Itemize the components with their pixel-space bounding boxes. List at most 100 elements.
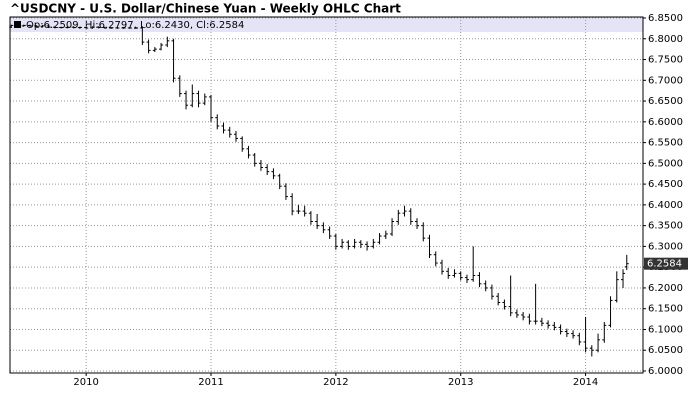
ohlc-bar bbox=[383, 230, 388, 239]
plot-frame bbox=[9, 16, 644, 374]
ohlc-bar bbox=[65, 26, 70, 29]
ohlc-bar bbox=[564, 328, 569, 337]
ohlc-bar bbox=[471, 246, 476, 282]
ohlc-bar bbox=[296, 204, 301, 215]
ohlc-bar bbox=[258, 160, 263, 171]
ohlc-bar bbox=[308, 211, 313, 225]
ohlc-bar bbox=[71, 26, 76, 29]
ohlc-bar bbox=[408, 208, 413, 225]
ohlc-bar bbox=[302, 205, 307, 217]
ohlc-bar bbox=[577, 332, 582, 346]
ohlc-bar bbox=[96, 26, 101, 29]
ohlc-bar bbox=[327, 226, 332, 239]
ohlc-bar bbox=[34, 25, 39, 28]
header-ohlc: Op:6.2509, Hi:6.2797, Lo:6.2430, Cl:6.25… bbox=[26, 20, 244, 31]
ohlc-bar bbox=[190, 84, 195, 108]
ohlc-bar bbox=[539, 317, 544, 327]
chart-title: ^USDCNY - U.S. Dollar/Chinese Yuan - Wee… bbox=[10, 2, 401, 16]
ohlc-bar bbox=[402, 205, 407, 217]
ohlc-bar bbox=[265, 164, 270, 175]
ohlc-bar bbox=[146, 39, 151, 54]
ohlc-bar bbox=[227, 126, 232, 138]
ohlc-bar bbox=[77, 26, 82, 29]
x-tick-label: 2013 bbox=[448, 377, 473, 388]
ohlc-bar bbox=[140, 26, 145, 45]
ohlc-bar bbox=[421, 222, 426, 242]
ohlc-bar bbox=[21, 24, 26, 27]
ohlc-bar bbox=[184, 90, 189, 110]
header-icon bbox=[14, 21, 21, 28]
ohlc-bar bbox=[527, 313, 532, 325]
ohlc-bar bbox=[446, 268, 451, 279]
ohlc-bar bbox=[365, 241, 370, 251]
ohlc-bar bbox=[415, 218, 420, 229]
y-tick-label: 6.7000 bbox=[648, 75, 683, 86]
ohlc-bar bbox=[458, 271, 463, 281]
ohlc-bar bbox=[521, 312, 526, 321]
ohlc-bar bbox=[121, 27, 126, 29]
ohlc-bar bbox=[15, 24, 20, 27]
ohlc-bar bbox=[283, 183, 288, 200]
y-tick-label: 6.5000 bbox=[648, 158, 683, 169]
ohlc-bar bbox=[196, 90, 201, 108]
y-tick-label: 6.1500 bbox=[648, 304, 683, 315]
ohlc-bar bbox=[477, 272, 482, 288]
ohlc-bar bbox=[390, 218, 395, 237]
ohlc-bar bbox=[321, 222, 326, 234]
ohlc-bar bbox=[596, 333, 601, 353]
ohlc-bar bbox=[533, 283, 538, 325]
ohlc-bar bbox=[452, 269, 457, 278]
y-tick-label: 6.7500 bbox=[648, 55, 683, 66]
ohlc-bar bbox=[483, 280, 488, 292]
plot-area bbox=[9, 17, 643, 373]
ohlc-bar bbox=[215, 114, 220, 130]
ohlc-bar bbox=[439, 259, 444, 275]
ohlc-bar bbox=[90, 26, 95, 29]
y-tick-label: 6.2000 bbox=[648, 283, 683, 294]
ohlc-bar bbox=[489, 284, 494, 300]
ohlc-bar bbox=[240, 136, 245, 152]
ohlc-bar bbox=[52, 26, 57, 29]
y-tick-label: 6.6000 bbox=[648, 117, 683, 128]
ohlc-bar bbox=[571, 330, 576, 339]
y-tick-label: 6.0000 bbox=[648, 366, 683, 377]
ohlc-bar bbox=[433, 251, 438, 267]
y-tick-label: 6.1000 bbox=[648, 324, 683, 335]
last-price-label: 6.2584 bbox=[647, 259, 682, 270]
ohlc-bar bbox=[315, 214, 320, 229]
ohlc-bar bbox=[352, 238, 357, 249]
ohlc-bar bbox=[246, 145, 251, 159]
ohlc-bar bbox=[171, 38, 176, 83]
y-tick-label: 6.0500 bbox=[648, 345, 683, 356]
ohlc-bar bbox=[115, 27, 120, 29]
ohlc-bar bbox=[233, 130, 238, 142]
ohlc-bar bbox=[496, 292, 501, 306]
ohlc-bar bbox=[583, 317, 588, 353]
ohlc-bar bbox=[346, 240, 351, 250]
ohlc-bar bbox=[177, 75, 182, 97]
ohlc-bar bbox=[558, 324, 563, 335]
ohlc-bar bbox=[589, 345, 594, 357]
ohlc-bar bbox=[84, 26, 89, 29]
ohlc-bar bbox=[277, 173, 282, 190]
ohlc-bar bbox=[152, 47, 157, 53]
ohlc-bar bbox=[358, 240, 363, 249]
x-tick-label: 2010 bbox=[73, 377, 98, 388]
ohlc-bar bbox=[614, 271, 619, 303]
x-tick-label: 2014 bbox=[573, 377, 598, 388]
ohlc-bar bbox=[40, 25, 45, 28]
y-tick-label: 6.8000 bbox=[648, 34, 683, 45]
y-tick-label: 6.5500 bbox=[648, 138, 683, 149]
ohlc-bar bbox=[109, 27, 114, 29]
ohlc-bar bbox=[464, 274, 469, 283]
ohlc-bar bbox=[371, 238, 376, 249]
ohlc-bar bbox=[340, 238, 345, 249]
ohlc-bar bbox=[427, 234, 432, 259]
ohlc-bar bbox=[546, 320, 551, 329]
x-tick-label: 2011 bbox=[198, 377, 223, 388]
ohlc-bar bbox=[608, 296, 613, 328]
ohlc-bar bbox=[624, 254, 629, 271]
ohlc-bar bbox=[134, 27, 139, 29]
ohlc-bar bbox=[514, 309, 519, 318]
last-price-box bbox=[644, 257, 688, 270]
